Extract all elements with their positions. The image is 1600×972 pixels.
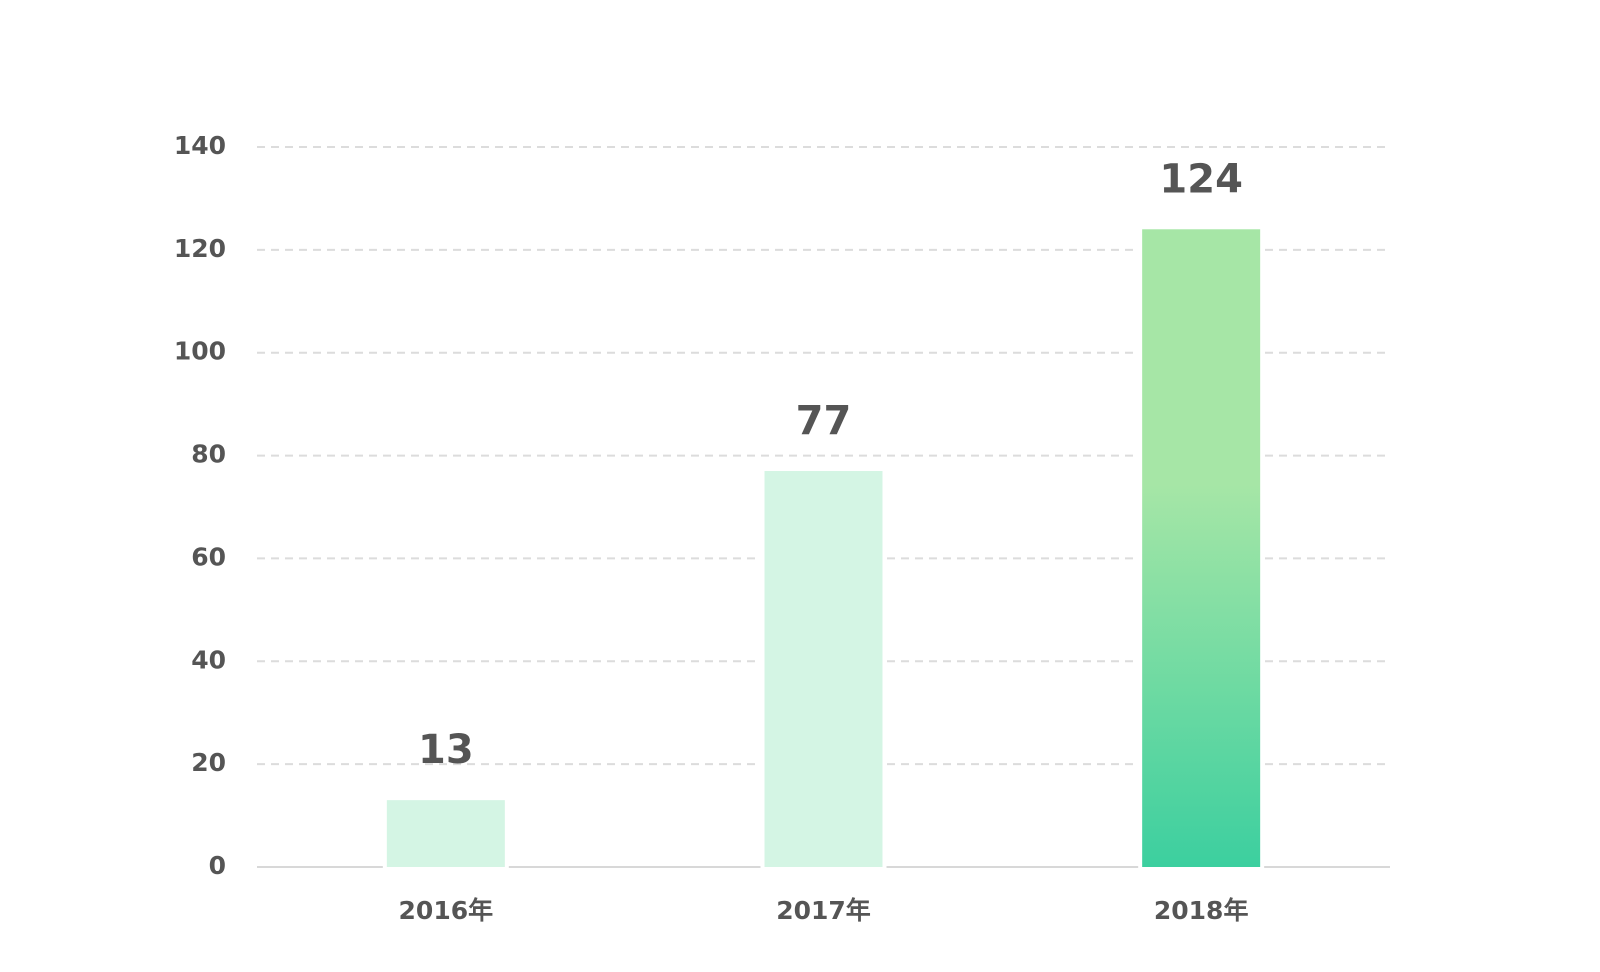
y-tick-label: 20	[191, 748, 226, 777]
value-label: 124	[1159, 156, 1243, 202]
x-tick-label: 2017年	[776, 896, 871, 925]
y-tick-label: 40	[191, 645, 226, 674]
y-tick-label: 140	[174, 131, 226, 160]
bar	[382, 796, 509, 872]
value-label: 13	[418, 727, 474, 773]
y-tick-label: 80	[191, 440, 226, 469]
y-tick-label: 100	[174, 337, 226, 366]
y-tick-label: 120	[174, 234, 226, 263]
bar	[760, 467, 887, 871]
value-label: 77	[796, 398, 852, 444]
bar	[1138, 225, 1265, 872]
y-tick-label: 0	[209, 851, 226, 880]
x-tick-label: 2018年	[1154, 896, 1249, 925]
y-tick-label: 60	[191, 542, 226, 571]
x-tick-label: 2016年	[399, 896, 494, 925]
